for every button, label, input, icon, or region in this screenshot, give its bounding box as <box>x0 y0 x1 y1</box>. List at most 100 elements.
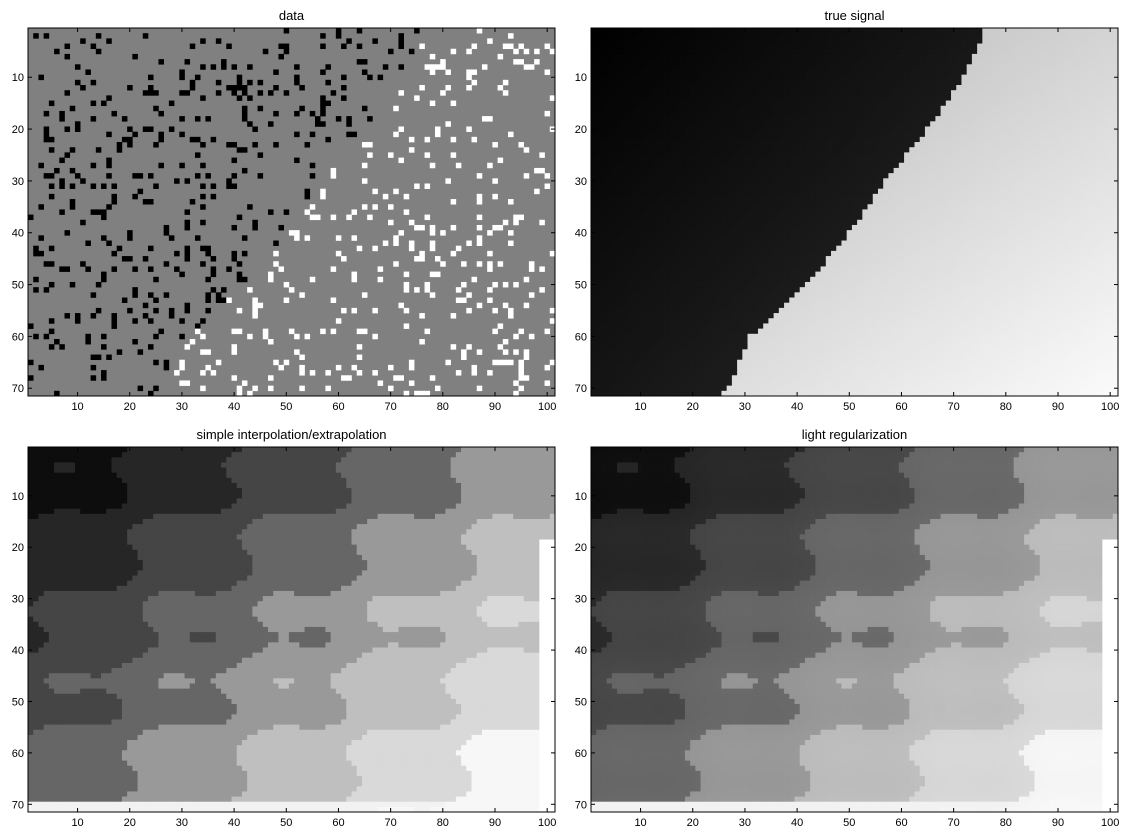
heat-cell <box>674 235 681 241</box>
heat-cell <box>716 199 722 205</box>
heat-cell <box>883 64 889 70</box>
heat-cell <box>690 136 696 143</box>
heat-cell <box>841 126 848 133</box>
heat-cell <box>726 64 733 70</box>
heat-cell <box>977 152 983 158</box>
heat-cell <box>674 74 681 81</box>
heat-cell <box>773 214 780 221</box>
heat-cell <box>940 28 947 34</box>
heat-cell <box>768 90 775 96</box>
heat-cell <box>810 199 816 205</box>
heat-cell <box>778 59 785 65</box>
heat-cell <box>956 162 962 169</box>
heat-cell <box>637 157 644 164</box>
heat-cell <box>1107 121 1114 127</box>
heat-cell <box>752 142 759 148</box>
heat-cell <box>951 173 957 179</box>
heat-cell <box>987 142 994 148</box>
heat-cell <box>982 38 988 44</box>
heat-cell <box>810 183 816 190</box>
heat-cell <box>700 90 707 96</box>
sample-cell <box>127 126 133 132</box>
heat-cell <box>992 136 999 143</box>
sample-cell <box>330 297 337 303</box>
sample-cell <box>398 43 404 50</box>
sample-cell <box>508 33 514 39</box>
heat-cell <box>862 74 868 81</box>
heat-cell <box>721 28 728 34</box>
heat-cell <box>919 193 926 200</box>
heat-cell <box>1034 79 1041 86</box>
heat-cell <box>763 126 769 133</box>
heat-cell <box>945 204 952 210</box>
heat-cell <box>711 157 717 164</box>
heat-cell <box>773 199 780 205</box>
heat-cell <box>1076 33 1082 39</box>
heat-cell <box>784 48 790 55</box>
heat-cell <box>1102 193 1108 200</box>
heat-cell <box>971 188 978 195</box>
heat-cell <box>784 100 790 107</box>
heat-cell <box>669 79 675 86</box>
heat-cell <box>679 193 686 200</box>
sample-cell <box>320 328 326 335</box>
heat-cell <box>1024 33 1030 39</box>
heat-cell <box>596 43 602 50</box>
sample-cell <box>393 105 399 112</box>
heat-cell <box>877 173 884 179</box>
heat-cell <box>1065 126 1072 133</box>
heat-cell <box>1050 136 1056 143</box>
heat-cell <box>737 95 743 101</box>
sample-cell <box>372 307 378 314</box>
heat-cell <box>622 95 628 101</box>
sample-cell <box>106 38 112 44</box>
heat-cell <box>1060 33 1067 39</box>
heat-cell <box>695 162 701 169</box>
heat-cell <box>1013 183 1020 190</box>
heat-cell <box>1018 178 1025 184</box>
heat-cell <box>919 105 926 112</box>
heat-cell <box>695 53 701 60</box>
heat-cell <box>669 33 675 39</box>
sample-cell <box>424 183 431 189</box>
heat-cell <box>961 183 968 190</box>
sample-cell <box>43 333 50 340</box>
heat-cell <box>898 219 905 226</box>
heat-cell <box>705 48 712 55</box>
sample-cell <box>508 199 514 205</box>
heat-cell <box>622 59 628 65</box>
sample-cell <box>80 219 86 226</box>
heat-cell <box>888 110 895 117</box>
heat-cell <box>1003 105 1009 112</box>
heat-cell <box>643 157 649 164</box>
heat-cell <box>737 199 743 205</box>
sample-cell <box>226 142 232 148</box>
sample-cell <box>69 199 76 205</box>
heat-cell <box>945 162 952 169</box>
heat-cell <box>851 64 858 70</box>
heat-cell <box>909 100 915 107</box>
heat-cell <box>674 142 681 148</box>
heat-cell <box>1013 214 1020 221</box>
heat-cell <box>930 136 936 143</box>
heat-cell <box>904 43 910 50</box>
heat-cell <box>1086 69 1093 76</box>
heat-cell <box>742 110 748 117</box>
heat-cell <box>935 74 941 81</box>
sample-cell <box>257 105 264 112</box>
heat-cell <box>893 116 900 122</box>
heat-cell <box>940 69 947 76</box>
heat-cell <box>857 59 863 65</box>
heat-cell <box>831 90 837 96</box>
heat-cell <box>606 152 613 158</box>
heat-cell <box>700 121 707 127</box>
heat-cell <box>684 240 691 247</box>
heat-cell <box>966 204 973 210</box>
heat-cell <box>627 85 634 91</box>
heat-cell <box>1013 167 1020 174</box>
heat-cell <box>601 85 608 91</box>
heat-cell <box>684 142 691 148</box>
heat-cell <box>1076 209 1082 215</box>
heat-cell <box>1034 230 1041 236</box>
heat-cell <box>606 147 613 153</box>
